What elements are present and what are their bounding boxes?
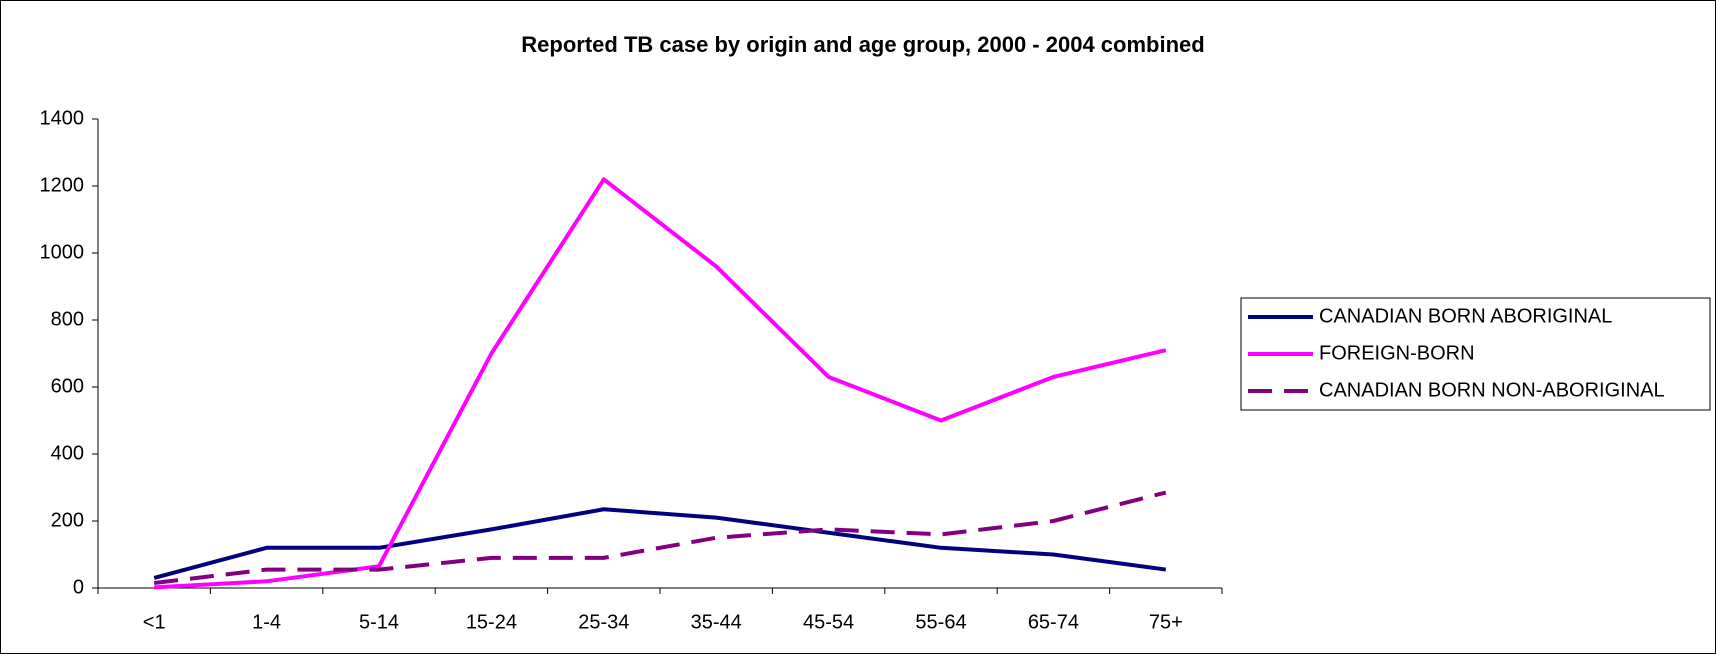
- x-tick-label: 55-64: [915, 611, 966, 633]
- series-line: [153, 507, 1167, 580]
- y-tick-label: 1000: [40, 241, 85, 263]
- legend-label: CANADIAN BORN NON-ABORIGINAL: [1319, 379, 1665, 401]
- x-tick-label: <1: [143, 611, 166, 633]
- y-tick-label: 600: [51, 375, 84, 397]
- y-tick-label: 1200: [40, 174, 85, 196]
- y-tick-label: 1400: [40, 107, 85, 129]
- legend-label: CANADIAN BORN ABORIGINAL: [1319, 305, 1612, 327]
- legend-label: FOREIGN-BORN: [1319, 342, 1475, 364]
- y-tick-label: 400: [51, 442, 84, 464]
- x-tick-label: 75+: [1149, 611, 1183, 633]
- legend-box: [1240, 297, 1711, 411]
- x-tick-label: 5-14: [359, 611, 399, 633]
- x-tick-label: 25-34: [578, 611, 629, 633]
- chart-title: Reported TB case by origin and age group…: [521, 32, 1204, 57]
- x-tick-label: 15-24: [466, 611, 517, 633]
- y-tick-label: 200: [51, 509, 84, 531]
- series-line: [154, 177, 1167, 590]
- y-tick-label: 0: [73, 576, 84, 598]
- x-tick-label: 1-4: [252, 611, 281, 633]
- x-tick-label: 65-74: [1028, 611, 1079, 633]
- series-line: [153, 490, 1167, 585]
- x-tick-label: 35-44: [691, 611, 742, 633]
- y-tick-label: 800: [51, 308, 84, 330]
- x-tick-label: 45-54: [803, 611, 854, 633]
